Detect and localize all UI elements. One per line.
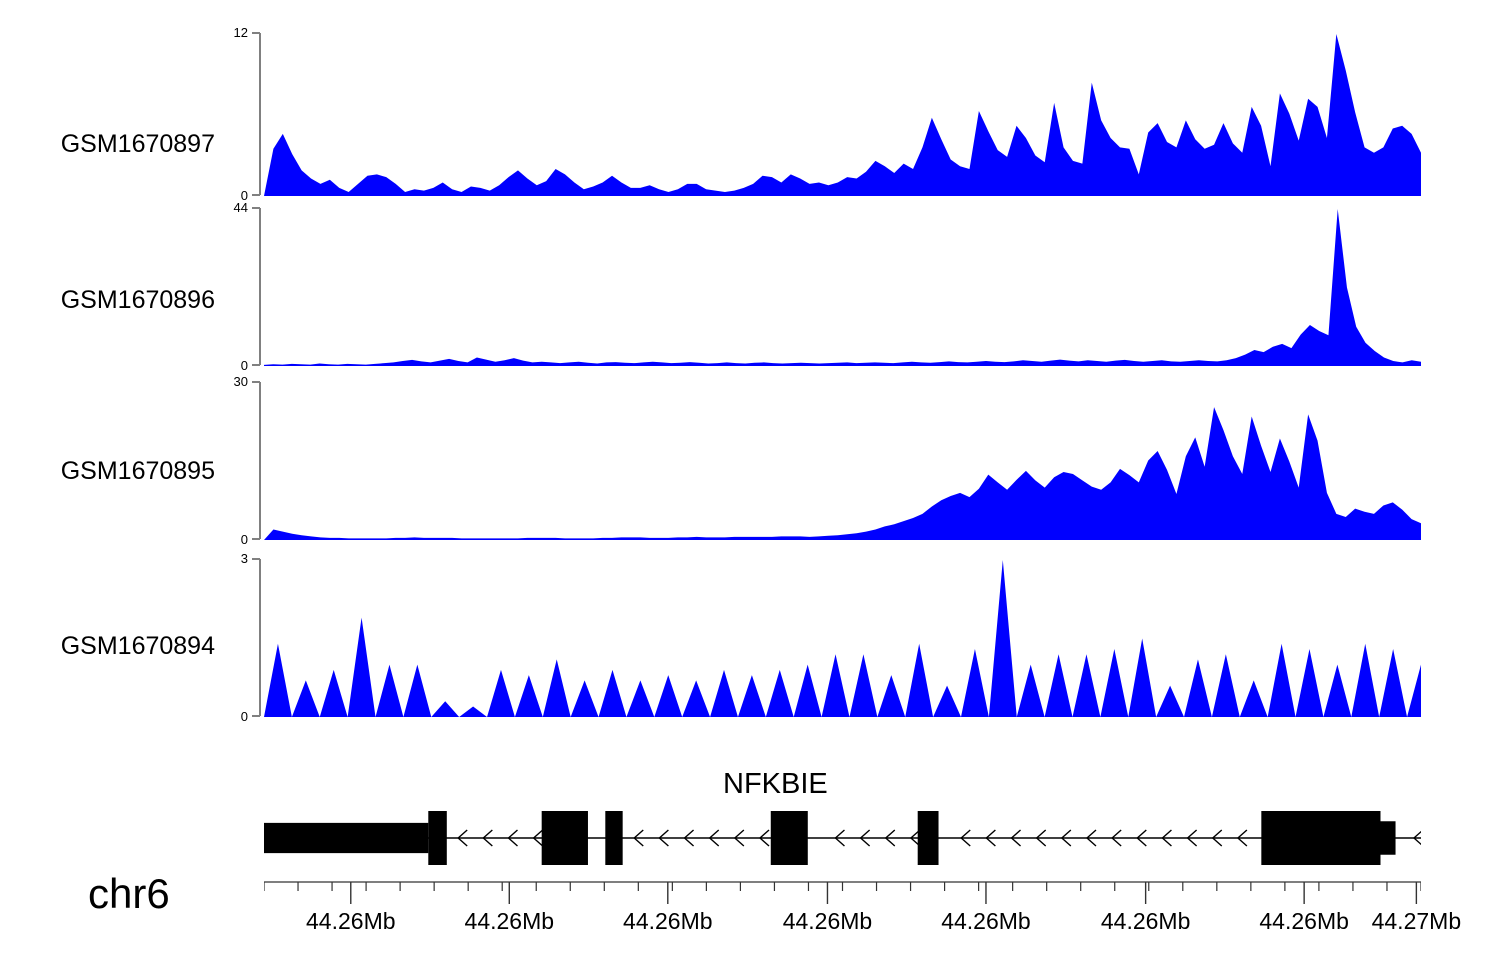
exon-block-5[interactable] (770, 811, 808, 865)
y-axis-min-gsm1670894: 0 (240, 709, 248, 724)
signal-track-gsm1670894: GSM1670894 3 0 (0, 552, 1500, 723)
strand-left-arrow-icon (909, 829, 921, 847)
y-axis-min-gsm1670896: 0 (240, 358, 248, 373)
gene-model-track[interactable] (264, 806, 1421, 870)
strand-left-arrow-icon (1236, 829, 1248, 847)
ruler-tick-label-7: 44.26Mb (1259, 908, 1349, 934)
exon-block-7[interactable] (1261, 811, 1381, 865)
y-axis-max-gsm1670897: 12 (233, 25, 248, 40)
strand-left-arrow-icon (1186, 829, 1198, 847)
y-axis-min-gsm1670897: 0 (240, 188, 248, 203)
strand-left-arrow-icon (884, 829, 896, 847)
ruler-tick-label-4: 44.26Mb (782, 908, 873, 934)
strand-left-arrow-icon (532, 829, 544, 847)
ruler-tick-label-8: 44.27Mb (1371, 908, 1462, 934)
ruler-tick-label-6: 44.26Mb (1100, 908, 1191, 934)
exon-block-2[interactable] (428, 811, 447, 865)
track-label-gsm1670897: GSM1670897 (60, 130, 215, 158)
strand-left-arrow-icon (683, 829, 695, 847)
strand-left-arrow-icon (1085, 829, 1097, 847)
track-label-gsm1670895: GSM1670895 (60, 457, 215, 485)
exon-block-1[interactable] (264, 822, 429, 854)
exon-block-3[interactable] (541, 811, 588, 865)
exon-block-6[interactable] (917, 811, 939, 865)
strand-left-arrow-icon (1136, 829, 1147, 847)
y-axis-gsm1670896: 44 0 (232, 201, 264, 372)
exon-block-4[interactable] (605, 811, 623, 865)
y-axis-line-gsm1670897 (252, 32, 261, 196)
signal-plot-gsm1670894[interactable] (264, 558, 1421, 717)
ruler-tick-label-2: 44.26Mb (464, 908, 555, 934)
strand-left-arrow-icon (507, 829, 518, 847)
coordinate-ruler[interactable] (264, 880, 1421, 910)
y-axis-min-gsm1670895: 0 (240, 532, 248, 547)
strand-left-arrow-icon (658, 829, 669, 847)
y-axis-line-gsm1670894 (252, 558, 261, 717)
y-axis-gsm1670895: 30 0 (232, 375, 264, 546)
strand-left-arrow-icon (758, 829, 770, 847)
strand-left-arrow-icon (1161, 829, 1172, 847)
ruler-tick-label-1: 44.26Mb (306, 908, 396, 934)
ruler-tick-label-5: 44.26Mb (941, 908, 1031, 934)
strand-left-arrow-icon (985, 829, 996, 847)
signal-area-gsm1670897 (264, 34, 1421, 196)
gene-name-label: NFKBIE (723, 768, 828, 800)
y-axis-max-gsm1670896: 44 (233, 200, 248, 215)
strand-left-arrow-icon (733, 829, 745, 847)
strand-left-arrow-icon (834, 829, 845, 847)
strand-left-arrow-icon (1412, 830, 1421, 846)
signal-area-gsm1670896 (264, 209, 1421, 366)
strand-left-arrow-icon (859, 829, 871, 847)
strand-left-arrow-icon (1035, 829, 1047, 847)
strand-left-arrow-icon (633, 829, 644, 847)
ruler-tick-label-3: 44.26Mb (623, 908, 713, 934)
strand-left-arrow-icon (708, 829, 720, 847)
track-label-gsm1670896: GSM1670896 (60, 286, 215, 314)
track-label-gsm1670894: GSM1670894 (60, 632, 215, 660)
strand-left-arrow-icon (960, 829, 971, 847)
chromosome-label: chr6 (88, 870, 170, 917)
y-axis-line-gsm1670896 (252, 207, 261, 366)
strand-left-arrow-icon (1010, 829, 1022, 847)
signal-track-gsm1670895: GSM1670895 30 0 (0, 375, 1500, 546)
exon-block-8[interactable] (1380, 821, 1396, 855)
signal-plot-gsm1670895[interactable] (264, 381, 1421, 540)
strand-left-arrow-icon (1211, 829, 1223, 847)
signal-track-gsm1670896: GSM1670896 44 0 (0, 201, 1500, 372)
y-axis-gsm1670897: 12 0 (232, 26, 264, 202)
y-axis-max-gsm1670895: 30 (233, 374, 248, 389)
signal-track-gsm1670897: GSM1670897 12 0 (0, 26, 1500, 202)
strand-left-arrow-icon (1060, 829, 1072, 847)
y-axis-max-gsm1670894: 3 (240, 551, 248, 566)
y-axis-gsm1670894: 3 0 (232, 552, 264, 723)
strand-left-arrow-icon (457, 829, 468, 847)
signal-area-gsm1670895 (264, 407, 1421, 540)
signal-area-gsm1670894 (264, 560, 1421, 717)
strand-left-arrow-icon (482, 829, 493, 847)
y-axis-line-gsm1670895 (252, 381, 261, 540)
strand-left-arrow-icon (1111, 829, 1122, 847)
signal-plot-gsm1670897[interactable] (264, 32, 1421, 196)
signal-plot-gsm1670896[interactable] (264, 207, 1421, 366)
